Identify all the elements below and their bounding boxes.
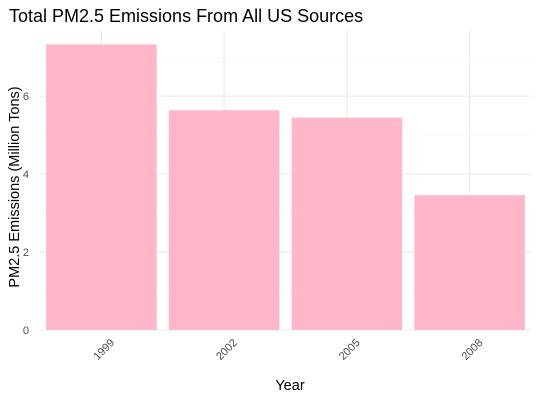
bars [46,44,525,331]
chart-title: Total PM2.5 Emissions From All US Source… [9,6,363,26]
x-tick-label: 2008 [460,337,486,363]
plot-area [40,30,531,331]
x-tick-label: 2005 [337,337,363,363]
x-axis-label: Year [275,378,304,394]
y-tick-label: 0 [23,325,29,337]
bar-2005 [291,117,403,330]
bar-2002 [168,110,280,331]
y-tick-label: 2 [23,247,29,259]
y-tick-label: 6 [23,91,29,103]
y-axis-ticks: 0 2 4 6 [23,91,29,337]
y-axis-label: PM2.5 Emissions (Million Tons) [7,86,23,287]
bar-1999 [46,44,157,330]
x-tick-label: 2002 [214,337,240,363]
x-axis-ticks: 1999 2002 2005 2008 [91,337,485,363]
bar-2008 [414,195,525,330]
y-tick-label: 4 [23,169,29,181]
x-tick-label: 1999 [91,337,117,363]
